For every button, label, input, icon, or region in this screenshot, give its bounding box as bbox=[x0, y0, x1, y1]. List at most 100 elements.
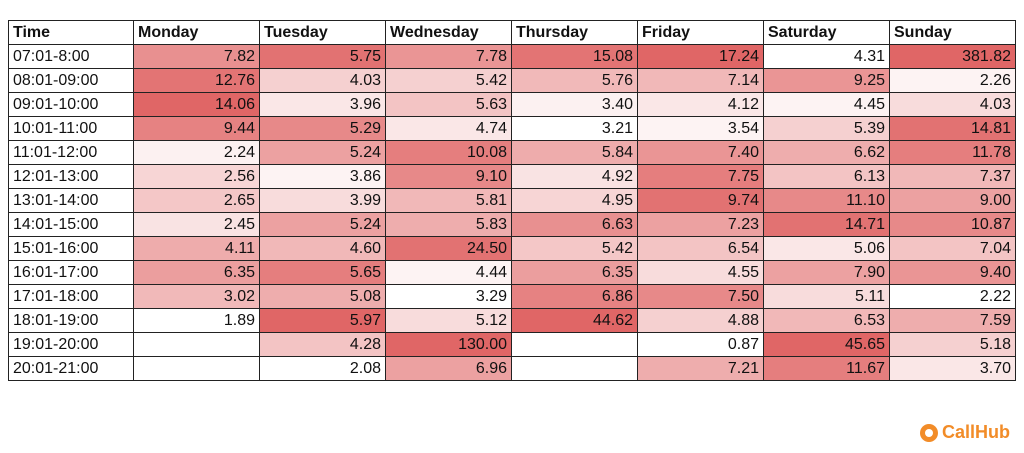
value-cell: 9.00 bbox=[889, 188, 1016, 213]
value-cell: 7.90 bbox=[763, 260, 890, 285]
heatmap-table: Time Monday Tuesday Wednesday Thursday Friday… bbox=[8, 20, 1016, 381]
value-cell: 5.63 bbox=[385, 92, 512, 117]
callhub-logo: CallHub bbox=[919, 422, 1010, 443]
value-cell: 381.82 bbox=[889, 44, 1016, 69]
value-cell: 6.86 bbox=[511, 284, 638, 309]
value-cell: 5.39 bbox=[763, 116, 890, 141]
value-cell: 5.06 bbox=[763, 236, 890, 261]
time-cell: 19:01-20:00 bbox=[8, 332, 134, 357]
value-cell: 3.86 bbox=[259, 164, 386, 189]
value-cell: 10.08 bbox=[385, 140, 512, 165]
value-cell bbox=[511, 356, 638, 381]
value-cell: 17.24 bbox=[637, 44, 764, 69]
header-row: Time Monday Tuesday Wednesday Thursday Friday… bbox=[8, 20, 1016, 45]
value-cell: 3.99 bbox=[259, 188, 386, 213]
value-cell bbox=[133, 332, 260, 357]
table-row: 16:01-17:00 6.35 5.65 4.44 6.35 4.55 7.90 9.40 bbox=[8, 260, 1016, 285]
value-cell: 2.45 bbox=[133, 212, 260, 237]
value-cell: 11.78 bbox=[889, 140, 1016, 165]
value-cell: 2.24 bbox=[133, 140, 260, 165]
value-cell: 6.35 bbox=[133, 260, 260, 285]
value-cell: 4.28 bbox=[259, 332, 386, 357]
value-cell: 5.81 bbox=[385, 188, 512, 213]
value-cell bbox=[511, 332, 638, 357]
value-cell: 5.42 bbox=[385, 68, 512, 93]
table-row: 14:01-15:00 2.45 5.24 5.83 6.63 7.23 14.71 10.8… bbox=[8, 212, 1016, 237]
value-cell: 3.29 bbox=[385, 284, 512, 309]
value-cell: 5.83 bbox=[385, 212, 512, 237]
value-cell: 7.14 bbox=[637, 68, 764, 93]
value-cell: 4.92 bbox=[511, 164, 638, 189]
value-cell: 11.67 bbox=[763, 356, 890, 381]
table-row: 20:01-21:00 2.08 6.96 7.21 11.67 3.70 bbox=[8, 356, 1016, 381]
value-cell: 6.63 bbox=[511, 212, 638, 237]
time-cell: 16:01-17:00 bbox=[8, 260, 134, 285]
value-cell: 1.89 bbox=[133, 308, 260, 333]
value-cell: 3.02 bbox=[133, 284, 260, 309]
value-cell: 10.87 bbox=[889, 212, 1016, 237]
header-sunday: Sunday bbox=[889, 20, 1016, 45]
value-cell: 3.70 bbox=[889, 356, 1016, 381]
value-cell: 14.81 bbox=[889, 116, 1016, 141]
value-cell: 44.62 bbox=[511, 308, 638, 333]
value-cell: 5.65 bbox=[259, 260, 386, 285]
time-cell: 15:01-16:00 bbox=[8, 236, 134, 261]
value-cell: 9.44 bbox=[133, 116, 260, 141]
value-cell: 2.56 bbox=[133, 164, 260, 189]
value-cell: 12.76 bbox=[133, 68, 260, 93]
table-row: 08:01-09:00 12.76 4.03 5.42 5.76 7.14 9.25 2.26 bbox=[8, 68, 1016, 93]
value-cell bbox=[133, 356, 260, 381]
value-cell: 4.45 bbox=[763, 92, 890, 117]
value-cell: 6.62 bbox=[763, 140, 890, 165]
value-cell: 7.59 bbox=[889, 308, 1016, 333]
table-body: 07:01-8:00 7.82 5.75 7.78 15.08 17.24 4.31 381.… bbox=[8, 44, 1016, 381]
table-row: 10:01-11:00 9.44 5.29 4.74 3.21 3.54 5.39 14.81 bbox=[8, 116, 1016, 141]
table-row: 18:01-19:00 1.89 5.97 5.12 44.62 4.88 6.53 7.59 bbox=[8, 308, 1016, 333]
value-cell: 7.37 bbox=[889, 164, 1016, 189]
value-cell: 2.22 bbox=[889, 284, 1016, 309]
value-cell: 7.23 bbox=[637, 212, 764, 237]
value-cell: 4.12 bbox=[637, 92, 764, 117]
value-cell: 5.75 bbox=[259, 44, 386, 69]
header-friday: Friday bbox=[637, 20, 764, 45]
value-cell: 6.13 bbox=[763, 164, 890, 189]
value-cell: 9.10 bbox=[385, 164, 512, 189]
value-cell: 7.78 bbox=[385, 44, 512, 69]
value-cell: 7.50 bbox=[637, 284, 764, 309]
header-wednesday: Wednesday bbox=[385, 20, 512, 45]
value-cell: 0.87 bbox=[637, 332, 764, 357]
value-cell: 2.08 bbox=[259, 356, 386, 381]
value-cell: 5.24 bbox=[259, 140, 386, 165]
value-cell: 4.11 bbox=[133, 236, 260, 261]
value-cell: 130.00 bbox=[385, 332, 512, 357]
value-cell: 5.11 bbox=[763, 284, 890, 309]
time-cell: 07:01-8:00 bbox=[8, 44, 134, 69]
value-cell: 6.35 bbox=[511, 260, 638, 285]
value-cell: 4.31 bbox=[763, 44, 890, 69]
value-cell: 2.26 bbox=[889, 68, 1016, 93]
table-row: 19:01-20:00 4.28 130.00 0.87 45.65 5.18 bbox=[8, 332, 1016, 357]
value-cell: 4.74 bbox=[385, 116, 512, 141]
time-cell: 17:01-18:00 bbox=[8, 284, 134, 309]
value-cell: 15.08 bbox=[511, 44, 638, 69]
value-cell: 7.75 bbox=[637, 164, 764, 189]
logo-text: CallHub bbox=[941, 422, 1010, 442]
table-row: 07:01-8:00 7.82 5.75 7.78 15.08 17.24 4.31 381.… bbox=[8, 44, 1016, 69]
table-row: 09:01-10:00 14.06 3.96 5.63 3.40 4.12 4.45 4.03 bbox=[8, 92, 1016, 117]
value-cell: 7.82 bbox=[133, 44, 260, 69]
value-cell: 4.95 bbox=[511, 188, 638, 213]
value-cell: 6.54 bbox=[637, 236, 764, 261]
value-cell: 9.74 bbox=[637, 188, 764, 213]
value-cell: 5.18 bbox=[889, 332, 1016, 357]
header-time: Time bbox=[8, 20, 134, 45]
value-cell: 45.65 bbox=[763, 332, 890, 357]
value-cell: 7.04 bbox=[889, 236, 1016, 261]
time-cell: 11:01-12:00 bbox=[8, 140, 134, 165]
value-cell: 4.88 bbox=[637, 308, 764, 333]
time-cell: 18:01-19:00 bbox=[8, 308, 134, 333]
callhub-logo-icon bbox=[919, 423, 938, 442]
table-row: 12:01-13:00 2.56 3.86 9.10 4.92 7.75 6.13 7.37 bbox=[8, 164, 1016, 189]
time-cell: 20:01-21:00 bbox=[8, 356, 134, 381]
value-cell: 5.08 bbox=[259, 284, 386, 309]
value-cell: 4.55 bbox=[637, 260, 764, 285]
